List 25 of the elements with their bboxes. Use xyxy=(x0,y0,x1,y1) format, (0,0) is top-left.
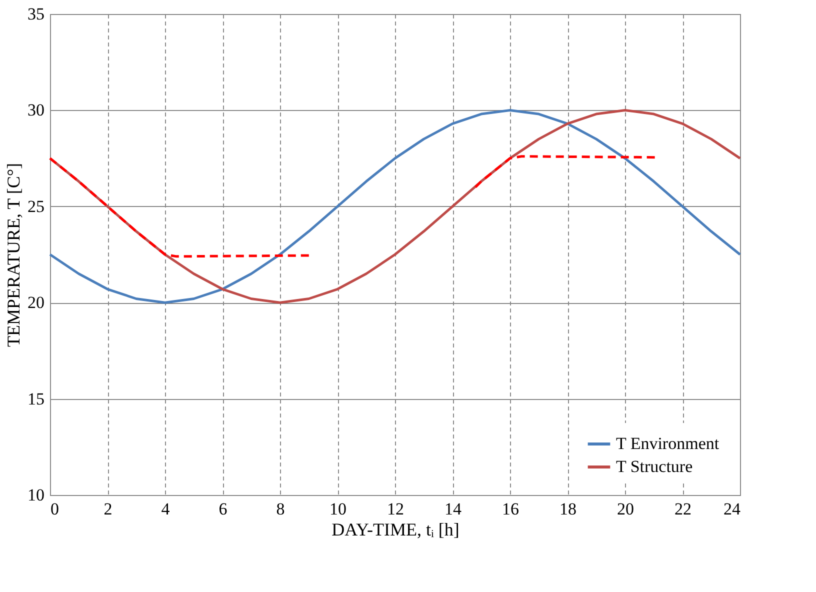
x-tick-label: 22 xyxy=(674,500,692,518)
y-tick-label: 15 xyxy=(28,389,44,408)
x-tick-label: 8 xyxy=(276,500,285,518)
x-tick-label: 16 xyxy=(502,500,519,518)
x-tick-label: 6 xyxy=(218,500,228,518)
x-tick-label: 20 xyxy=(617,500,634,518)
x-tick-label: 2 xyxy=(104,500,112,518)
y-tick-label: 30 xyxy=(28,100,44,120)
x-tick-label: 12 xyxy=(387,500,404,518)
legend-label: T Environment xyxy=(616,434,720,453)
line-series xyxy=(474,155,658,188)
x-tick-label: 0 xyxy=(50,500,59,518)
x-tick-label: 10 xyxy=(330,500,346,518)
x-tick-label: 24 xyxy=(724,500,741,518)
line-series xyxy=(48,108,742,304)
y-tick-label: 35 xyxy=(28,4,44,24)
x-axis-title: DAY-TIME, tᵢ [h] xyxy=(332,520,460,540)
y-axis-title: TEMPERATURE, T [C°] xyxy=(4,162,24,348)
y-tick-label: 25 xyxy=(28,196,44,216)
x-tick-label: 14 xyxy=(444,500,462,518)
y-tick-label: 20 xyxy=(28,293,44,312)
x-tick-label: 18 xyxy=(560,500,576,518)
legend-label: T Structure xyxy=(616,457,693,476)
y-tick-label: 10 xyxy=(28,486,44,504)
x-tick-label: 4 xyxy=(161,500,170,518)
